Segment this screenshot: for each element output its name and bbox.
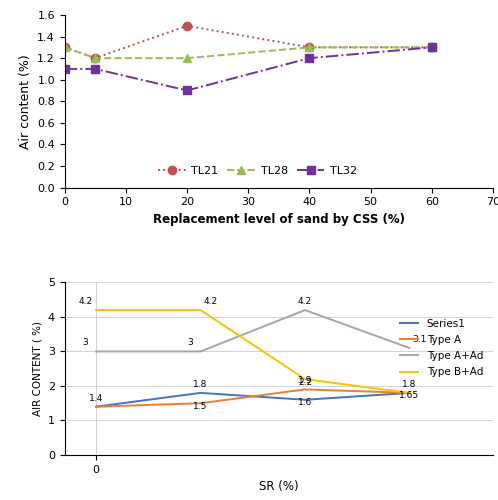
X-axis label: Replacement level of sand by CSS (%): Replacement level of sand by CSS (%) [153, 213, 405, 226]
Type A [198, 400, 204, 406]
TL28 [92, 55, 98, 61]
Type A+Ad [302, 307, 308, 313]
TL32 [429, 44, 435, 51]
Text: 4.2: 4.2 [79, 297, 93, 306]
Text: 4.2: 4.2 [298, 297, 312, 306]
Type B+Ad [406, 390, 412, 396]
Type A [93, 404, 99, 409]
Series1 [198, 390, 204, 396]
Series1 [406, 390, 412, 396]
Type A+Ad [406, 345, 412, 351]
Series1 [93, 404, 99, 409]
Legend: TL21, TL28, TL32: TL21, TL28, TL32 [153, 162, 362, 180]
X-axis label: SR (%): SR (%) [259, 480, 299, 494]
TL21 [92, 55, 98, 61]
TL21 [306, 44, 312, 51]
Type A [302, 386, 308, 392]
TL28 [62, 44, 68, 51]
Type A+Ad [93, 348, 99, 354]
Type B+Ad [93, 307, 99, 313]
Text: 1.8: 1.8 [193, 380, 208, 388]
TL32 [92, 66, 98, 72]
TL28 [184, 55, 190, 61]
Text: 1.5: 1.5 [193, 402, 208, 411]
Type B+Ad [302, 376, 308, 382]
Text: 1.6: 1.6 [298, 398, 312, 407]
Text: 2.2: 2.2 [298, 378, 312, 386]
Line: TL28: TL28 [61, 43, 436, 62]
TL32 [62, 66, 68, 72]
TL21 [429, 44, 435, 51]
Type A [406, 390, 412, 396]
Text: 1.9: 1.9 [298, 376, 312, 386]
TL28 [429, 44, 435, 51]
Text: 1.8: 1.8 [402, 380, 417, 388]
Line: TL32: TL32 [61, 43, 436, 94]
Line: Type B+Ad: Type B+Ad [96, 310, 409, 393]
TL21 [184, 23, 190, 29]
Type A+Ad [198, 348, 204, 354]
Series1 [302, 397, 308, 403]
Text: 4.2: 4.2 [204, 297, 218, 306]
Text: 3: 3 [187, 338, 193, 347]
Type B+Ad [198, 307, 204, 313]
Text: 3: 3 [83, 338, 89, 347]
Line: Type A: Type A [96, 390, 409, 406]
Line: TL21: TL21 [61, 22, 436, 62]
Line: Type A+Ad: Type A+Ad [96, 310, 409, 352]
TL32 [184, 88, 190, 94]
Text: 1.65: 1.65 [399, 392, 419, 400]
TL32 [306, 55, 312, 61]
Text: 3.1: 3.1 [413, 335, 427, 344]
Legend: Series1, Type A, Type A+Ad, Type B+Ad: Series1, Type A, Type A+Ad, Type B+Ad [395, 314, 487, 382]
Y-axis label: Air content (%): Air content (%) [19, 54, 32, 148]
TL21 [62, 44, 68, 51]
TL28 [306, 44, 312, 51]
Y-axis label: AIR CONTENT ( %): AIR CONTENT ( %) [32, 321, 42, 416]
Text: 1.4: 1.4 [89, 394, 103, 402]
Line: Series1: Series1 [96, 393, 409, 406]
